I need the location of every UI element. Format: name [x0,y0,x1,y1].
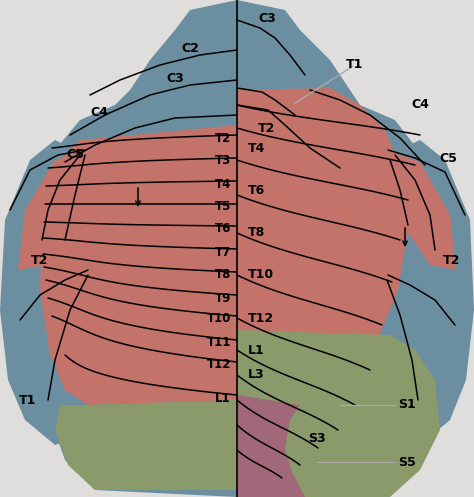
Polygon shape [40,125,237,405]
Text: T2: T2 [215,132,231,145]
Polygon shape [237,330,440,497]
Text: C5: C5 [439,152,457,165]
Text: C3: C3 [166,72,184,84]
Text: C2: C2 [181,42,199,55]
Text: L1: L1 [248,343,265,356]
Text: T1: T1 [346,59,364,72]
Polygon shape [55,400,237,490]
Text: T12: T12 [207,358,231,371]
Text: T5: T5 [215,200,231,214]
Text: S1: S1 [398,399,416,412]
Polygon shape [237,88,408,430]
Text: T2: T2 [443,253,461,266]
Polygon shape [18,150,90,270]
Text: S5: S5 [398,455,416,469]
Text: T3: T3 [215,155,231,167]
Text: T9: T9 [215,292,231,305]
Text: T8: T8 [248,226,265,239]
Text: T6: T6 [248,183,265,196]
Text: C5: C5 [66,149,84,162]
Text: T7: T7 [215,246,231,258]
Polygon shape [380,140,474,445]
Polygon shape [237,330,320,497]
Text: T11: T11 [207,336,231,349]
Text: T4: T4 [215,177,231,190]
Polygon shape [30,0,237,497]
Polygon shape [237,0,444,497]
Text: L1: L1 [215,392,231,405]
Text: T4: T4 [248,142,265,155]
Text: T2: T2 [31,253,49,266]
Polygon shape [0,140,95,445]
Text: T2: T2 [258,121,275,135]
Text: L3: L3 [248,368,264,382]
Text: C4: C4 [90,105,108,118]
Polygon shape [386,150,456,270]
Text: S3: S3 [308,431,326,444]
Text: T10: T10 [207,313,231,326]
Text: C4: C4 [411,98,429,111]
Text: T10: T10 [248,268,274,281]
Text: T12: T12 [248,312,274,325]
Polygon shape [237,390,305,497]
Text: T1: T1 [19,394,36,407]
Text: T6: T6 [215,223,231,236]
Text: C3: C3 [258,11,276,24]
Text: T8: T8 [215,268,231,281]
